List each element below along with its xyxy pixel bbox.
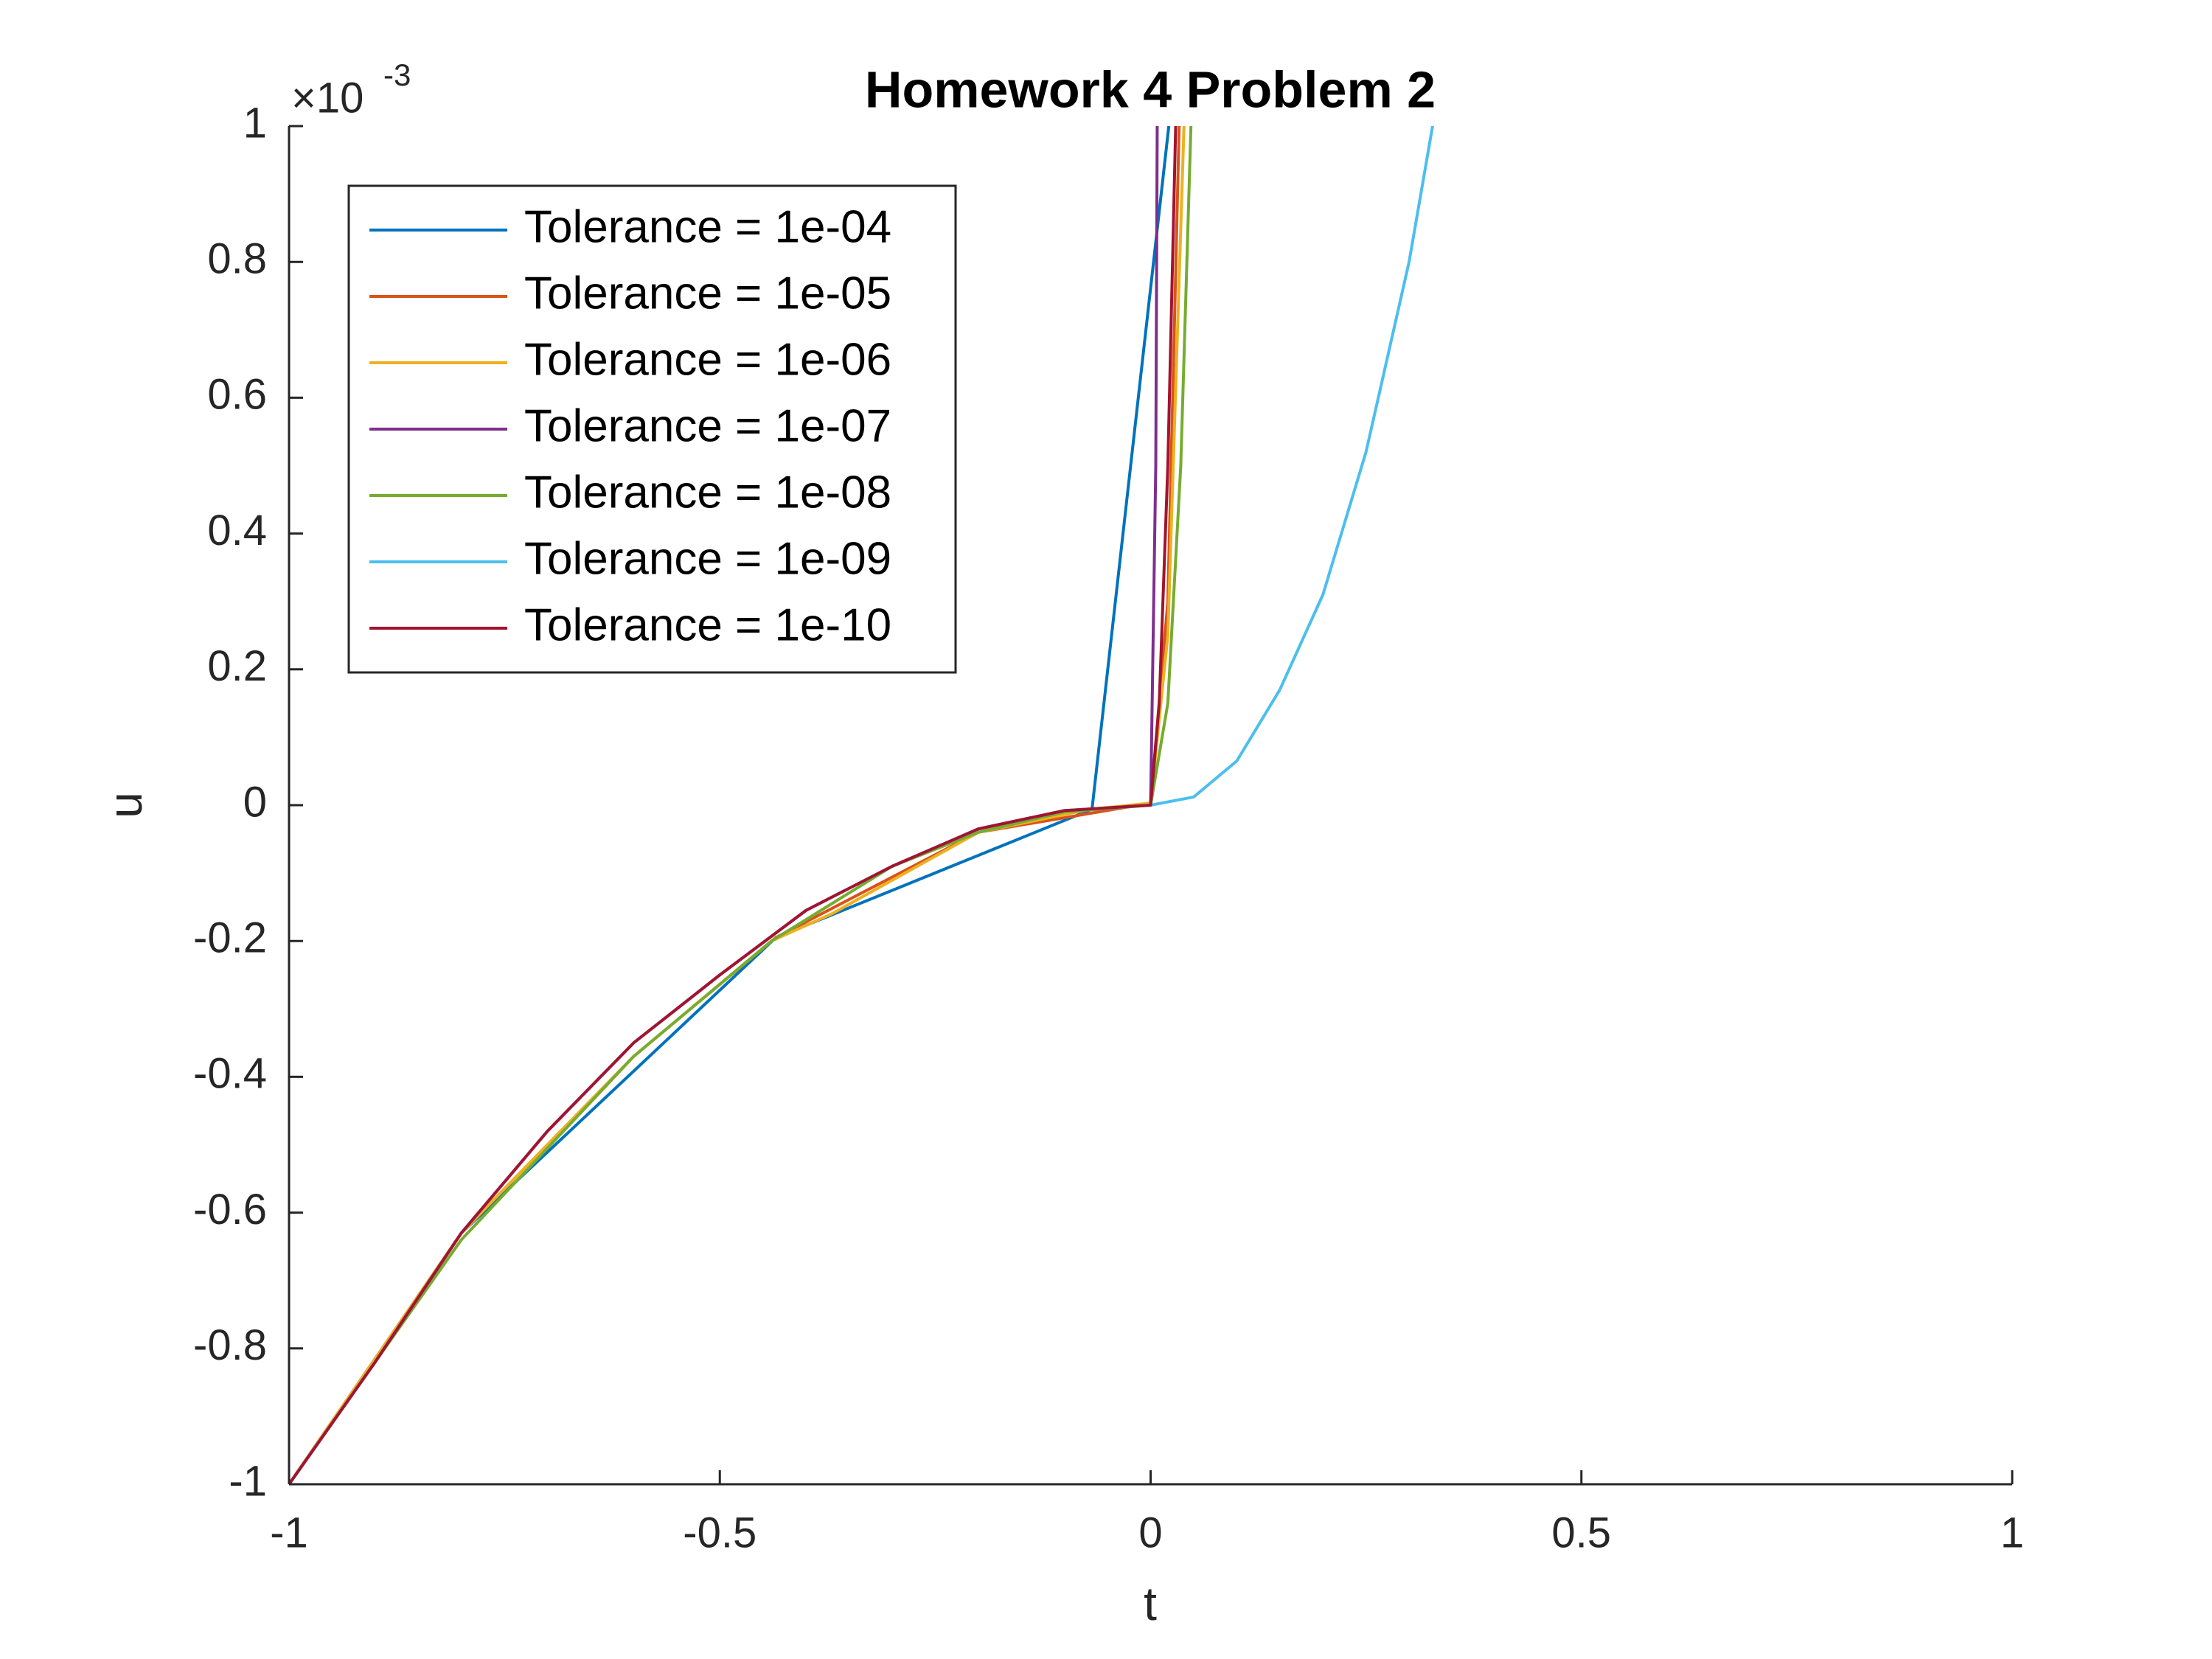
- legend-label: Tolerance = 1e-10: [524, 599, 891, 650]
- x-tick-label: -0.5: [683, 1509, 757, 1557]
- legend-label: Tolerance = 1e-05: [524, 268, 891, 319]
- y-tick-label: 0.8: [207, 235, 267, 283]
- y-tick-label: -0.6: [193, 1186, 267, 1234]
- y-tick-label: 0.2: [207, 642, 267, 690]
- series-line: [289, 126, 1193, 1484]
- y-tick-label: 0.6: [207, 371, 267, 419]
- x-tick-label: 0: [1138, 1509, 1162, 1557]
- legend-label: Tolerance = 1e-08: [524, 467, 891, 518]
- legend-label: Tolerance = 1e-04: [524, 201, 891, 252]
- y-tick-label: -0.4: [193, 1050, 267, 1098]
- y-tick-label: -1: [229, 1457, 267, 1505]
- y-tick-label: 1: [243, 99, 267, 147]
- legend-label: Tolerance = 1e-07: [524, 400, 891, 451]
- x-tick-label: -1: [270, 1509, 308, 1557]
- y-axis-label: u: [99, 792, 152, 818]
- legend-label: Tolerance = 1e-06: [524, 334, 891, 385]
- legend-label: Tolerance = 1e-09: [524, 533, 891, 584]
- plot-area: [289, 126, 1434, 1484]
- x-tick-label: 1: [2000, 1509, 2024, 1557]
- y-tick-label: 0.4: [207, 507, 267, 554]
- x-axis-label: t: [1144, 1577, 1157, 1630]
- series-line: [289, 126, 1178, 1484]
- y-tick-label: 0: [243, 778, 267, 826]
- y-tick-label: -0.2: [193, 914, 267, 962]
- y-multiplier: ×10: [291, 74, 364, 122]
- chart-title: Homework 4 Problem 2: [865, 60, 1436, 118]
- y-tick-label: -0.8: [193, 1321, 267, 1369]
- x-tick-label: 0.5: [1551, 1509, 1611, 1557]
- y-exponent: -3: [383, 58, 411, 92]
